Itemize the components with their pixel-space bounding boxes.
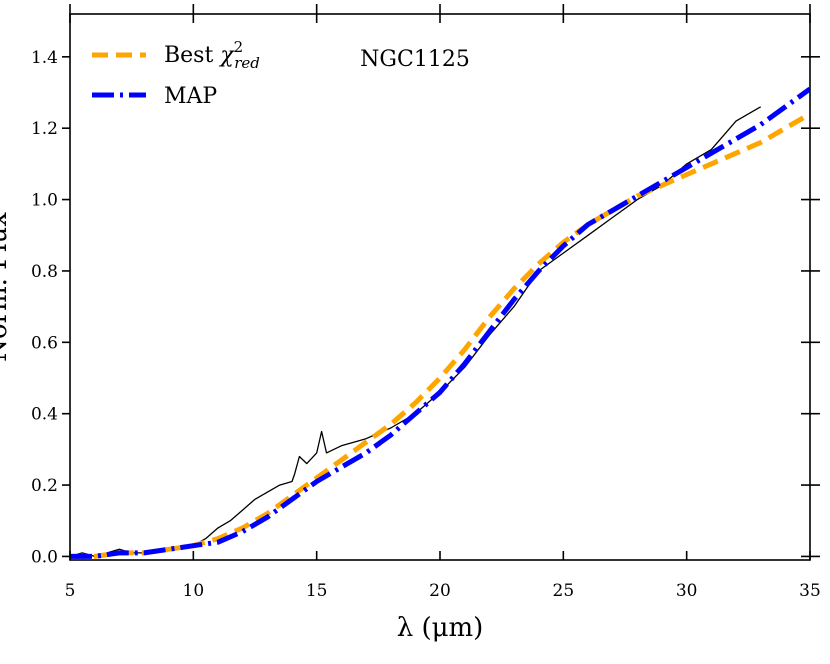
y-tick-label: 0.0 (31, 547, 58, 567)
map-line (70, 86, 810, 559)
y-tick-label: 0.2 (31, 476, 58, 496)
object-annotation: NGC1125 (360, 47, 470, 72)
legend-label-map: MAP (164, 84, 217, 109)
x-tick-label: 5 (65, 581, 76, 601)
y-tick-label: 1.2 (31, 119, 58, 139)
series-layer (70, 86, 810, 559)
x-tick-label: 25 (553, 581, 575, 601)
y-tick-label: 0.4 (31, 405, 58, 425)
x-tick-label: 30 (676, 581, 698, 601)
x-tick-label: 15 (306, 581, 328, 601)
x-axis-label: λ (μm) (397, 613, 484, 643)
observed-spectrum-line (70, 106, 762, 558)
legend-label-best-chi2: Best χ2 red (164, 38, 260, 72)
y-tick-label: 0.8 (31, 262, 58, 282)
x-tick-label: 20 (429, 581, 451, 601)
y-tick-label: 0.6 (31, 333, 58, 353)
best-chi2-line (70, 111, 810, 559)
x-tick-label: 35 (799, 581, 821, 601)
axis-ticks: 5 10 15 20 25 30 35 0.0 0.2 0.4 0.6 0.8 1.0 1.2 1.4 (31, 4, 821, 601)
y-tick-label: 1.0 (31, 191, 58, 211)
x-tick-label: 10 (183, 581, 205, 601)
y-axis-label: Norm. Flux (0, 212, 13, 362)
y-tick-label: 1.4 (31, 48, 58, 68)
legend: Best χ2 red MAP (92, 38, 260, 109)
